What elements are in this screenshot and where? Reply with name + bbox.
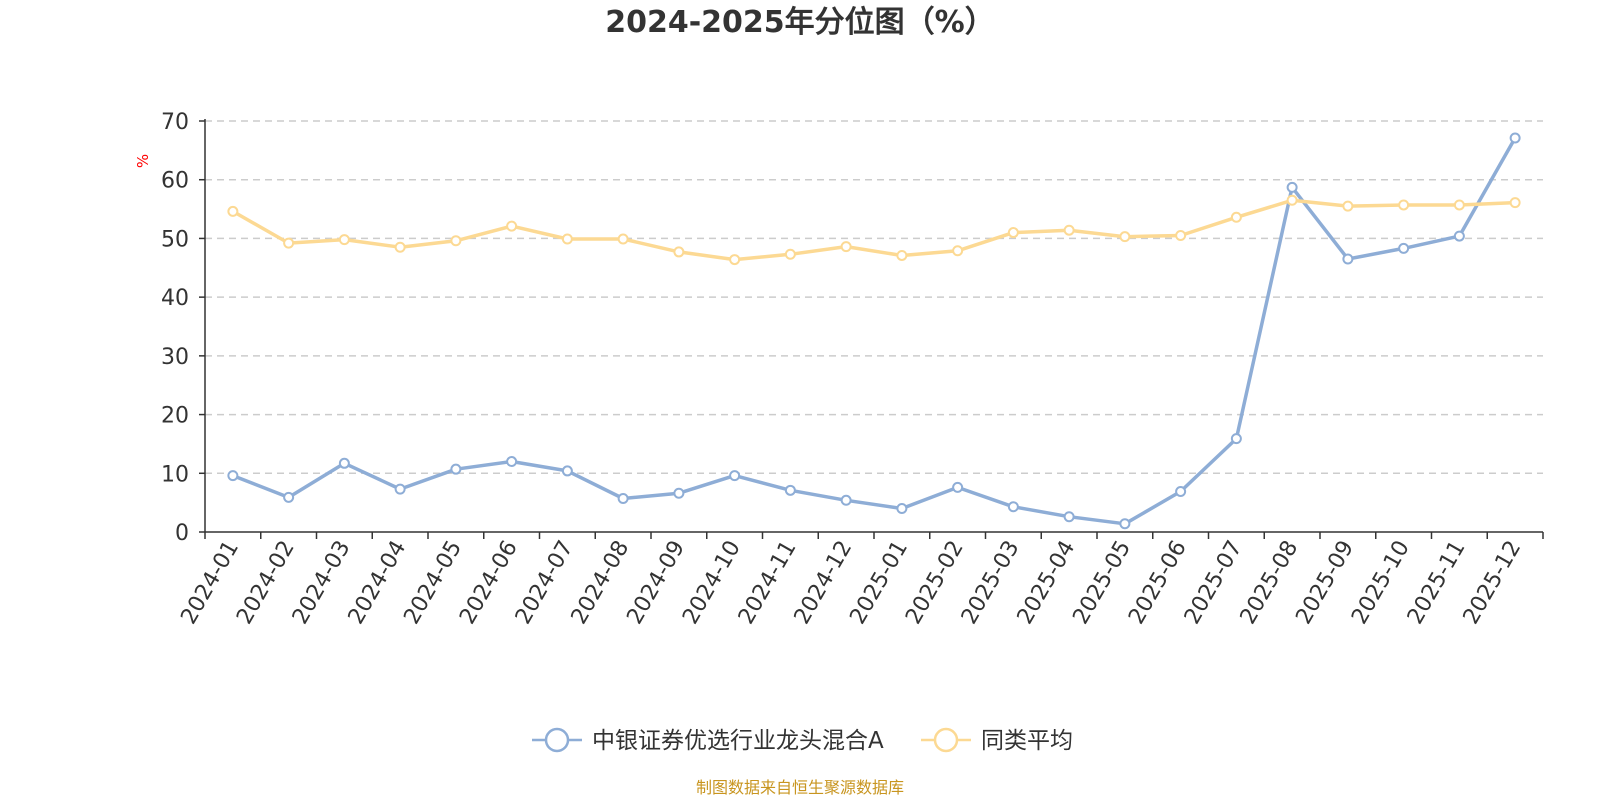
series-line-0 <box>232 137 1517 526</box>
y-tick-label-20: 20 <box>161 404 189 429</box>
series-1-point-2024-09 <box>673 246 685 258</box>
series-1-point-2025-05 <box>1119 231 1131 243</box>
series-0-point-2025-06 <box>1175 485 1187 497</box>
y-tick-label-60: 60 <box>161 169 189 194</box>
y-tick-label-0: 0 <box>175 521 189 546</box>
series-0-point-2024-11 <box>784 484 796 496</box>
series-0-point-2025-12 <box>1509 132 1521 144</box>
series-0-point-2024-03 <box>338 457 350 469</box>
chart-title: 2024-2025年分位图（%） <box>605 5 995 40</box>
series-0-point-2025-03 <box>1007 501 1019 513</box>
series-0-point-2024-09 <box>673 487 685 499</box>
series-1-point-2024-04 <box>394 241 406 253</box>
series-0-point-2024-04 <box>394 483 406 495</box>
series-1-point-2024-01 <box>227 205 239 217</box>
series-lines <box>227 132 1521 530</box>
series-0-point-2024-01 <box>227 470 239 482</box>
series-0-point-2025-04 <box>1063 511 1075 523</box>
series-0-point-2024-10 <box>729 470 741 482</box>
series-line-1 <box>232 198 1516 262</box>
y-tick-label-30: 30 <box>161 345 189 370</box>
data-source-note: 制图数据来自恒生聚源数据库 <box>696 778 904 797</box>
legend-label-0: 中银证券优选行业龙头混合A <box>592 728 884 754</box>
series-0-point-2025-01 <box>896 503 908 515</box>
series-1-point-2025-03 <box>1007 227 1019 239</box>
y-tick-label-10: 10 <box>161 462 189 487</box>
series-1-point-2024-11 <box>784 248 796 260</box>
gridlines <box>205 120 1543 475</box>
axes: 0102030405060702024-012024-022024-032024… <box>161 110 1544 629</box>
series-0-point-2025-11 <box>1453 230 1465 242</box>
series-0-point-2024-05 <box>450 463 462 475</box>
series-0-point-2024-02 <box>283 491 295 503</box>
series-0-point-2024-06 <box>506 456 518 468</box>
y-tick-label-70: 70 <box>161 110 189 135</box>
series-1-point-2025-11 <box>1453 199 1465 211</box>
series-1-point-2025-07 <box>1230 211 1242 223</box>
series-0-point-2025-08 <box>1286 181 1298 193</box>
series-1-point-2025-10 <box>1398 199 1410 211</box>
series-1-point-2024-02 <box>283 237 295 249</box>
series-0-point-2025-07 <box>1230 433 1242 445</box>
series-0-point-2025-09 <box>1342 253 1354 265</box>
series-0-point-2024-07 <box>561 465 573 477</box>
legend-label-1: 同类平均 <box>981 728 1073 754</box>
series-1-point-2024-12 <box>840 241 852 253</box>
series-1-point-2025-09 <box>1342 200 1354 212</box>
series-1-point-2024-03 <box>338 234 350 246</box>
series-1-point-2024-08 <box>617 233 629 245</box>
series-1-point-2025-01 <box>896 249 908 261</box>
series-0-point-2025-05 <box>1119 518 1131 530</box>
series-0-point-2025-02 <box>952 481 964 493</box>
series-0-point-2024-12 <box>840 494 852 506</box>
series-1-point-2024-10 <box>729 254 741 266</box>
series-1-point-2024-06 <box>506 220 518 232</box>
series-1-point-2025-04 <box>1063 224 1075 236</box>
series-0-point-2024-08 <box>617 493 629 505</box>
legend[interactable]: 中银证券优选行业龙头混合A 同类平均 <box>532 727 1073 754</box>
y-tick-label-50: 50 <box>161 227 189 252</box>
legend-marker-0 <box>544 727 570 753</box>
y-tick-label-40: 40 <box>161 286 189 311</box>
series-0-point-2025-10 <box>1398 242 1410 254</box>
series-1-point-2025-06 <box>1175 229 1187 241</box>
y-axis-unit-label: % <box>134 154 152 168</box>
series-1-point-2025-12 <box>1509 197 1521 209</box>
legend-marker-1 <box>933 727 959 753</box>
series-1-point-2024-07 <box>561 233 573 245</box>
series-1-point-2025-08 <box>1286 194 1298 206</box>
series-1-point-2024-05 <box>450 235 462 247</box>
series-1-point-2025-02 <box>952 245 964 257</box>
